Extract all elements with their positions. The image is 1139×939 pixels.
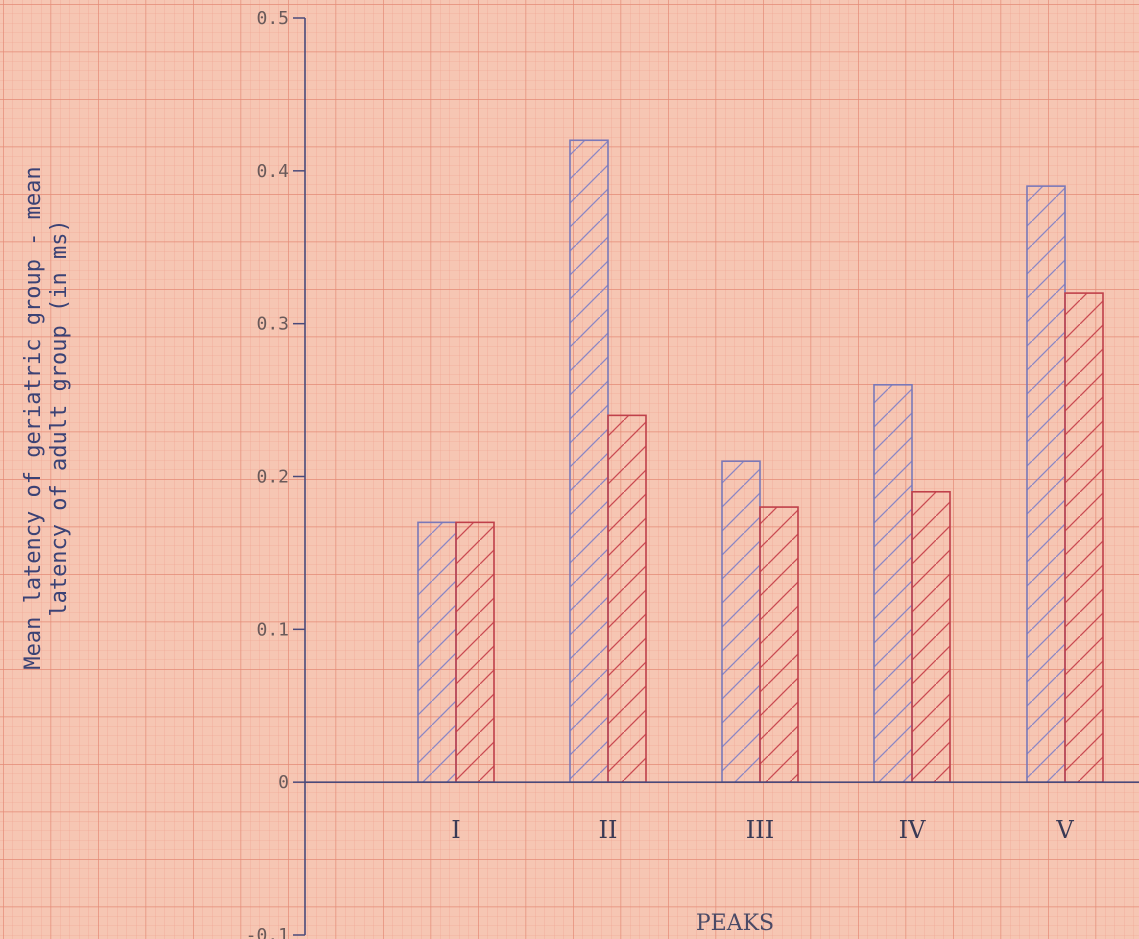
y-tick-label: 0.2 [256,467,289,488]
y-tick-label: 0.5 [256,8,289,29]
bars-group [417,139,1104,783]
bar-III-series-2 [759,506,799,783]
bar-IV-series-2 [911,490,951,783]
bar-II-series-2 [607,414,647,783]
y-tick-label: 0.1 [256,619,289,640]
x-axis-title: PEAKS [696,911,774,936]
y-tick-label: 0.3 [256,314,289,335]
axes-group [293,17,1139,936]
y-tick-label: -0.1 [246,925,289,939]
x-category-label: III [746,816,774,844]
x-category-label: I [451,816,460,844]
y-axis-title-line-2: latency of adult group (in ms) [47,219,72,616]
x-category-label: II [599,816,618,844]
y-tick-label: 0.4 [256,161,289,182]
x-category-label: IV [899,816,926,844]
y-axis-title-line-1: Mean latency of geriatric group - mean [21,166,46,669]
bar-V-series-2 [1064,292,1104,783]
bar-I-series-1 [417,521,457,783]
bar-III-series-1 [721,460,761,783]
bar-IV-series-1 [873,383,913,783]
bar-I-series-2 [455,521,495,783]
bar-II-series-1 [569,139,609,783]
bar-V-series-1 [1026,185,1066,783]
x-category-label: V [1055,816,1074,844]
y-tick-label: 0 [278,772,289,793]
